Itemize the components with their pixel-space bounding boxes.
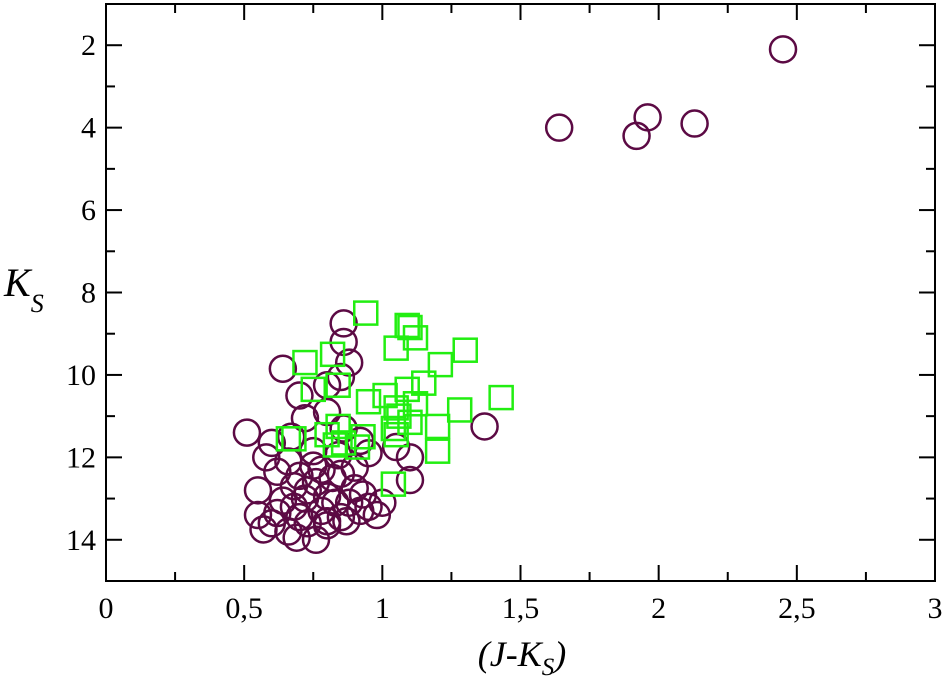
tick-labels: 0 0,5 1 1,5 2 2,5 3 2 4 6 8 10 12 14	[66, 29, 943, 625]
circle-point	[301, 467, 331, 497]
square-point	[380, 415, 407, 442]
circle-point	[544, 113, 574, 142]
square-point	[411, 370, 437, 396]
x-axis-label-main: (J-K	[478, 634, 544, 674]
square-point	[292, 349, 318, 376]
x-tick-label: 3	[928, 592, 943, 625]
square-point	[344, 434, 371, 460]
data-points	[232, 35, 798, 555]
circle-point	[282, 523, 311, 552]
circle-point	[243, 476, 273, 505]
circle-point	[326, 362, 356, 392]
circle-point	[243, 500, 273, 530]
circle-point	[326, 502, 356, 532]
circle-point	[326, 459, 356, 489]
circle-point	[312, 482, 342, 511]
y-tick-label: 10	[66, 359, 96, 392]
x-axis-label-sub: S	[542, 654, 555, 681]
circle-point	[263, 457, 292, 487]
square-point	[325, 372, 351, 398]
y-axis-label: KS	[3, 260, 44, 318]
axis-ticks	[105, 3, 936, 582]
y-tick-label: 6	[81, 194, 96, 227]
square-point	[300, 376, 326, 403]
circle-point	[622, 121, 651, 151]
x-tick-label: 0	[99, 592, 114, 625]
square-point	[452, 337, 478, 363]
circle-point	[362, 500, 392, 530]
square-point	[424, 413, 451, 440]
square-point	[383, 421, 409, 448]
x-tick-label: 1	[375, 592, 390, 625]
x-axis-label-close: )	[552, 634, 566, 674]
y-tick-label: 12	[66, 441, 96, 474]
square-point	[380, 471, 407, 497]
square-point	[383, 395, 409, 421]
circle-point	[395, 443, 425, 472]
square-point	[330, 430, 357, 456]
y-axis-label-sub: S	[31, 289, 44, 318]
y-tick-label: 4	[81, 112, 96, 145]
y-tick-label: 14	[66, 524, 96, 557]
circle-point	[321, 488, 350, 517]
y-axis-label-main: K	[3, 260, 33, 305]
circle-point	[232, 418, 262, 447]
square-point	[446, 397, 473, 423]
x-axis-label: (J-KS)	[478, 634, 566, 681]
circle-point	[252, 443, 281, 472]
circle-point	[348, 480, 378, 509]
square-point	[427, 351, 454, 378]
y-tick-label: 8	[81, 277, 96, 310]
circle-point	[470, 412, 499, 441]
square-point	[397, 314, 423, 341]
circle-point	[680, 109, 709, 138]
circle-point	[312, 506, 342, 536]
circle-point	[633, 103, 662, 132]
square-point	[488, 384, 514, 411]
circle-point	[257, 509, 287, 538]
square-point	[353, 300, 379, 326]
plot-frame	[105, 3, 936, 582]
square-point	[355, 388, 382, 415]
square-point	[319, 341, 346, 368]
circle-point	[249, 515, 278, 544]
square-point	[383, 335, 409, 361]
circle-point	[268, 354, 298, 383]
x-tick-label: 1,5	[502, 592, 540, 625]
x-tick-label: 2,5	[778, 592, 816, 625]
x-tick-label: 2	[651, 592, 666, 625]
y-tick-label: 2	[81, 29, 96, 62]
square-point	[424, 438, 451, 464]
circle-point	[285, 381, 314, 410]
circle-point	[279, 492, 309, 522]
circle-point	[768, 35, 798, 64]
x-tick-label: 0,5	[225, 592, 263, 625]
circle-point	[395, 465, 425, 495]
square-point	[281, 426, 307, 452]
circle-point	[257, 428, 287, 458]
